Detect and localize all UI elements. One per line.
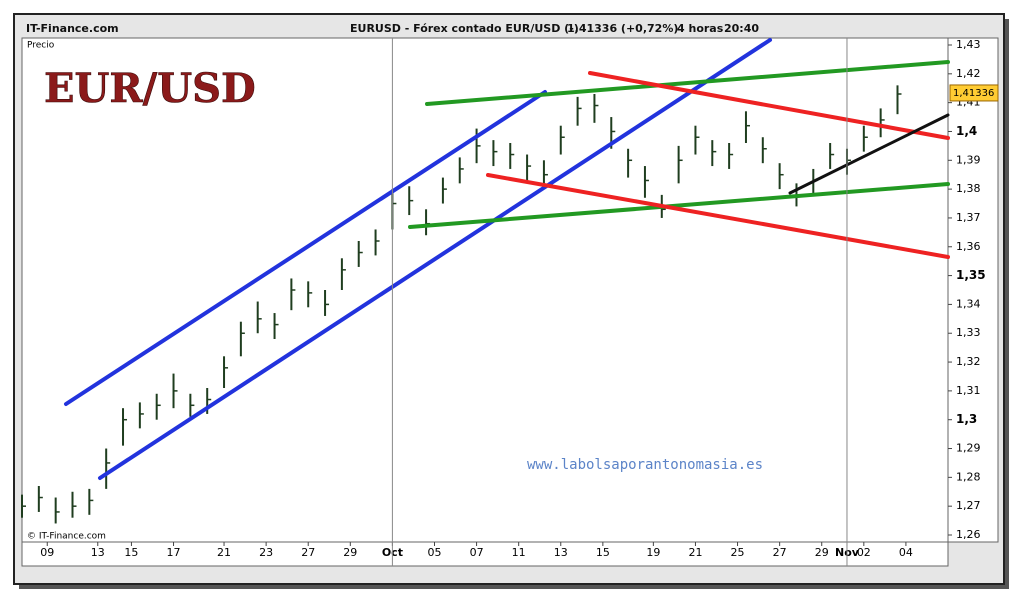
x-tick-label: 13 <box>91 546 105 559</box>
channel-line <box>98 38 772 480</box>
x-tick-label: 11 <box>512 546 526 559</box>
y-tick-label: 1,39 <box>956 153 981 166</box>
channel-line <box>486 173 950 259</box>
x-tick-label: 13 <box>554 546 568 559</box>
y-tick-label: 1,33 <box>956 326 981 339</box>
x-tick-label: 04 <box>899 546 913 559</box>
y-tick-label: 1,38 <box>956 182 981 195</box>
interval: 4 horas <box>677 22 724 35</box>
x-tick-label: 27 <box>301 546 315 559</box>
y-tick-label: 1,32 <box>956 355 981 368</box>
y-tick-label: 1,43 <box>956 38 981 51</box>
y-label: Precio <box>27 41 55 51</box>
y-tick-label: 1,29 <box>956 442 981 455</box>
time: 20:40 <box>724 22 759 35</box>
x-tick-label: 09 <box>40 546 54 559</box>
x-tick-label: 29 <box>343 546 357 559</box>
y-tick-label: 1,35 <box>956 268 986 282</box>
channel-line <box>588 71 950 140</box>
x-tick-label: 15 <box>596 546 610 559</box>
copyright: © IT-Finance.com <box>27 532 106 542</box>
y-tick-label: 1,3 <box>956 412 977 426</box>
x-tick-label: 15 <box>124 546 138 559</box>
instrument: EURUSD - Fórex contado EUR/USD (-) <box>350 22 579 35</box>
channel-line <box>425 60 950 106</box>
x-tick-label: 02 <box>857 546 871 559</box>
x-tick-label: 05 <box>427 546 441 559</box>
y-tick-label: 1,27 <box>956 499 981 512</box>
y-tick-label: 1,26 <box>956 528 981 541</box>
site-name: IT-Finance.com <box>26 22 119 35</box>
x-tick-label: 27 <box>773 546 787 559</box>
x-axis-area <box>21 541 949 567</box>
last-price-box <box>949 84 999 102</box>
channel-line <box>64 90 547 406</box>
last-price-label: 1,41336 <box>953 88 994 99</box>
trend-lines <box>64 38 950 480</box>
price-change: 1,41336 (+0,72%) <box>567 22 678 35</box>
x-tick-label: 23 <box>259 546 273 559</box>
y-tick-label: 1,34 <box>956 297 981 310</box>
x-tick-label: 25 <box>731 546 745 559</box>
x-tick-label: 21 <box>217 546 231 559</box>
y-tick-label: 1,42 <box>956 67 981 80</box>
chart-title: EUR/USD <box>44 65 256 112</box>
x-tick-label: 19 <box>646 546 660 559</box>
y-tick-label: 1,28 <box>956 470 981 483</box>
y-axis-area <box>947 37 999 543</box>
y-tick-label: 1,4 <box>956 124 977 138</box>
trend-line <box>788 113 950 195</box>
x-tick-label: 07 <box>470 546 484 559</box>
x-tick-label: 21 <box>688 546 702 559</box>
y-tick-label: 1,36 <box>956 240 981 253</box>
plot-area <box>21 37 949 543</box>
channel-line <box>408 182 950 229</box>
x-tick-label: 29 <box>815 546 829 559</box>
y-tick-label: 1,37 <box>956 211 981 224</box>
watermark: www.labolsaporantonomasia.es <box>527 457 763 473</box>
y-tick-label: 1,31 <box>956 384 981 397</box>
x-tick-label: 17 <box>167 546 181 559</box>
